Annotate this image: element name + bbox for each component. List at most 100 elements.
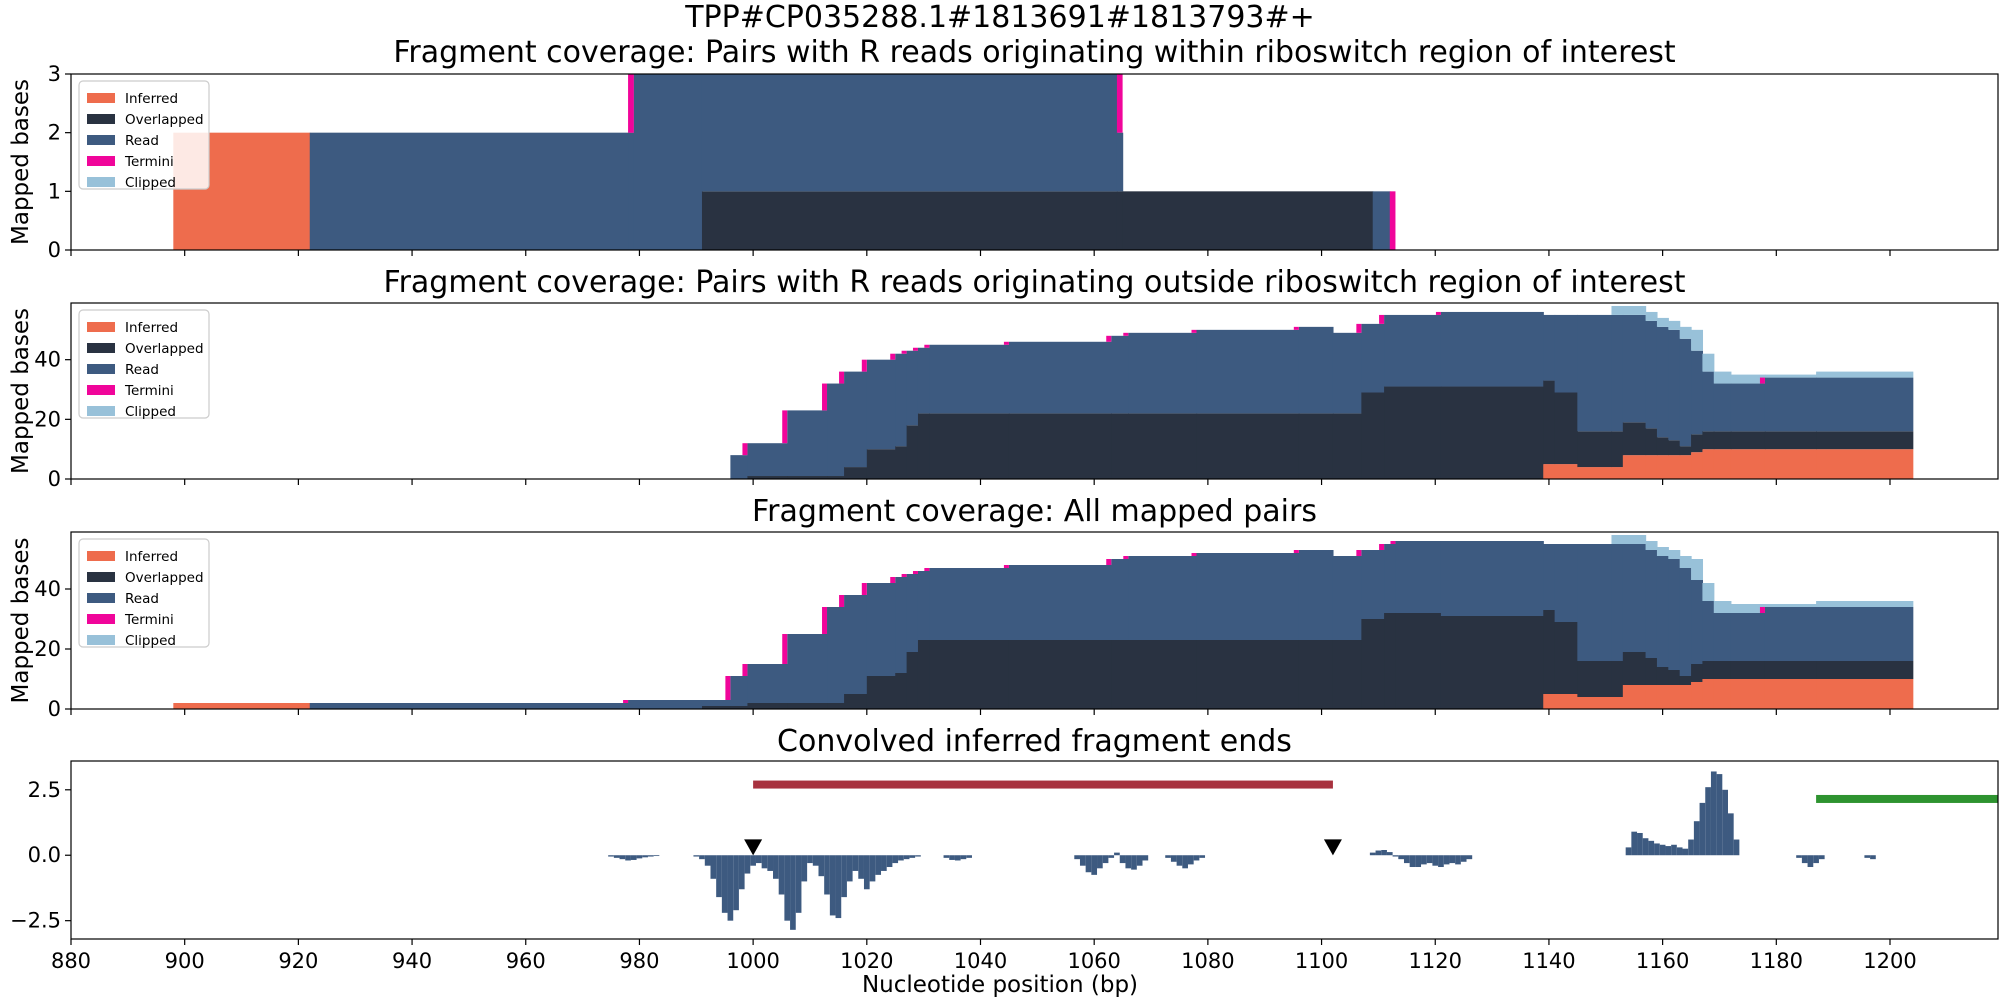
convolved-bar <box>846 855 853 882</box>
panel-title: Fragment coverage: Pairs with R reads or… <box>384 265 1686 300</box>
read-segment <box>309 132 629 250</box>
convolved-bar <box>642 855 648 858</box>
convolved-bar <box>960 855 967 860</box>
convolved-bar <box>954 855 961 861</box>
inferred-segment <box>1577 467 1613 479</box>
inferred-segment <box>1730 449 1766 479</box>
convolved-bar <box>1375 850 1382 856</box>
inferred-segment <box>1730 679 1766 709</box>
termini-edge <box>901 350 907 354</box>
x-tick-label: 1020 <box>840 949 893 973</box>
convolved-bar <box>812 855 819 866</box>
overlapped-segment <box>1384 613 1397 709</box>
convolved-bar <box>1637 832 1643 856</box>
read-segment <box>1384 314 1442 387</box>
x-tick-label: 1000 <box>726 949 779 973</box>
convolved-bar <box>903 855 910 860</box>
termini-edge <box>1390 541 1396 544</box>
read-segment <box>1332 332 1362 414</box>
convolved-bar <box>801 855 808 882</box>
read-segment <box>1691 350 1704 435</box>
read-segment <box>1679 568 1692 676</box>
plot-area <box>608 771 1998 930</box>
convolved-bar <box>807 855 813 864</box>
convolved-bar <box>1631 831 1638 856</box>
convolved-bar <box>1182 855 1188 869</box>
y-tick-label: 20 <box>34 407 61 431</box>
read-segment <box>1332 556 1362 640</box>
convolved-bar <box>1710 771 1717 856</box>
read-segment <box>628 700 703 709</box>
x-tick-label: 980 <box>619 949 659 973</box>
convolved-bar <box>1398 855 1404 860</box>
read-segment <box>1577 314 1613 432</box>
read-segment <box>906 574 919 652</box>
overlapped-segment <box>1440 616 1544 709</box>
read-segment <box>1656 326 1669 438</box>
overlapped-segment <box>1577 661 1613 697</box>
convolved-bar <box>1165 855 1171 858</box>
convolved-bar <box>1097 855 1103 869</box>
convolved-bar <box>1426 855 1433 864</box>
inferred-segment <box>1645 455 1658 479</box>
overlapped-segment <box>1332 413 1362 479</box>
convolved-bar <box>1727 813 1734 856</box>
inferred-segment <box>1691 452 1704 479</box>
read-segment <box>895 577 908 673</box>
convolved-bar <box>1654 843 1660 856</box>
read-segment <box>1196 329 1300 414</box>
termini-edge <box>742 443 748 456</box>
convolved-bar <box>761 855 768 869</box>
termini-edge <box>1123 332 1129 336</box>
panel-title: Fragment coverage: All mapped pairs <box>752 494 1317 529</box>
convolved-bar <box>852 855 859 871</box>
clipped-segment <box>1656 317 1669 327</box>
legend-label-inferred: Inferred <box>125 91 178 107</box>
convolved-bar <box>1796 855 1802 858</box>
convolved-bar <box>1676 847 1683 856</box>
read-segment <box>844 595 868 694</box>
convolved-bar <box>1642 838 1649 856</box>
legend-swatch-termini <box>87 385 115 395</box>
read-segment <box>1361 550 1385 619</box>
overlapped-segment <box>1577 431 1613 468</box>
panel-title: Convolved inferred fragment ends <box>777 724 1292 759</box>
read-segment <box>628 132 635 250</box>
convolved-bar <box>1193 855 1200 861</box>
termini-edge <box>1191 553 1197 556</box>
inferred-segment <box>1702 449 1715 479</box>
x-tick-label: 880 <box>51 949 91 973</box>
read-segment <box>1554 544 1578 622</box>
convolved-bar <box>1733 839 1740 856</box>
read-segment <box>906 350 919 426</box>
convolved-bar <box>1085 855 1092 873</box>
convolved-bar <box>1813 855 1819 864</box>
read-segment <box>866 359 896 450</box>
termini-edge <box>839 595 845 607</box>
termini-edge <box>1123 556 1129 559</box>
convolved-bar <box>1170 855 1177 862</box>
overlapped-segment <box>1702 661 1715 679</box>
read-segment <box>1764 377 1817 432</box>
x-tick-label: 1100 <box>1295 949 1348 973</box>
convolved-bar <box>653 855 660 857</box>
read-segment <box>827 607 845 703</box>
convolved-bar <box>1091 855 1098 875</box>
read-segment <box>1764 607 1817 661</box>
inferred-segment <box>1656 685 1669 709</box>
figure-title: TPP#CP035288.1#1813691#1813793#+ <box>684 0 1315 35</box>
clipped-segment <box>1713 371 1732 384</box>
convolved-bar <box>898 855 904 861</box>
convolved-bar <box>1125 855 1132 869</box>
legend-label-overlapped: Overlapped <box>125 112 204 128</box>
convolved-bar <box>1682 848 1689 856</box>
overlapped-segment <box>787 476 828 479</box>
read-segment <box>1702 371 1715 432</box>
overlapped-segment <box>1668 670 1681 685</box>
clipped-segment <box>1656 547 1669 556</box>
overlapped-segment <box>1440 386 1544 479</box>
inferred-segment <box>1554 464 1578 479</box>
convolved-bar <box>1386 852 1393 856</box>
clipped-segment <box>1702 583 1715 601</box>
convolved-bar <box>841 855 847 898</box>
